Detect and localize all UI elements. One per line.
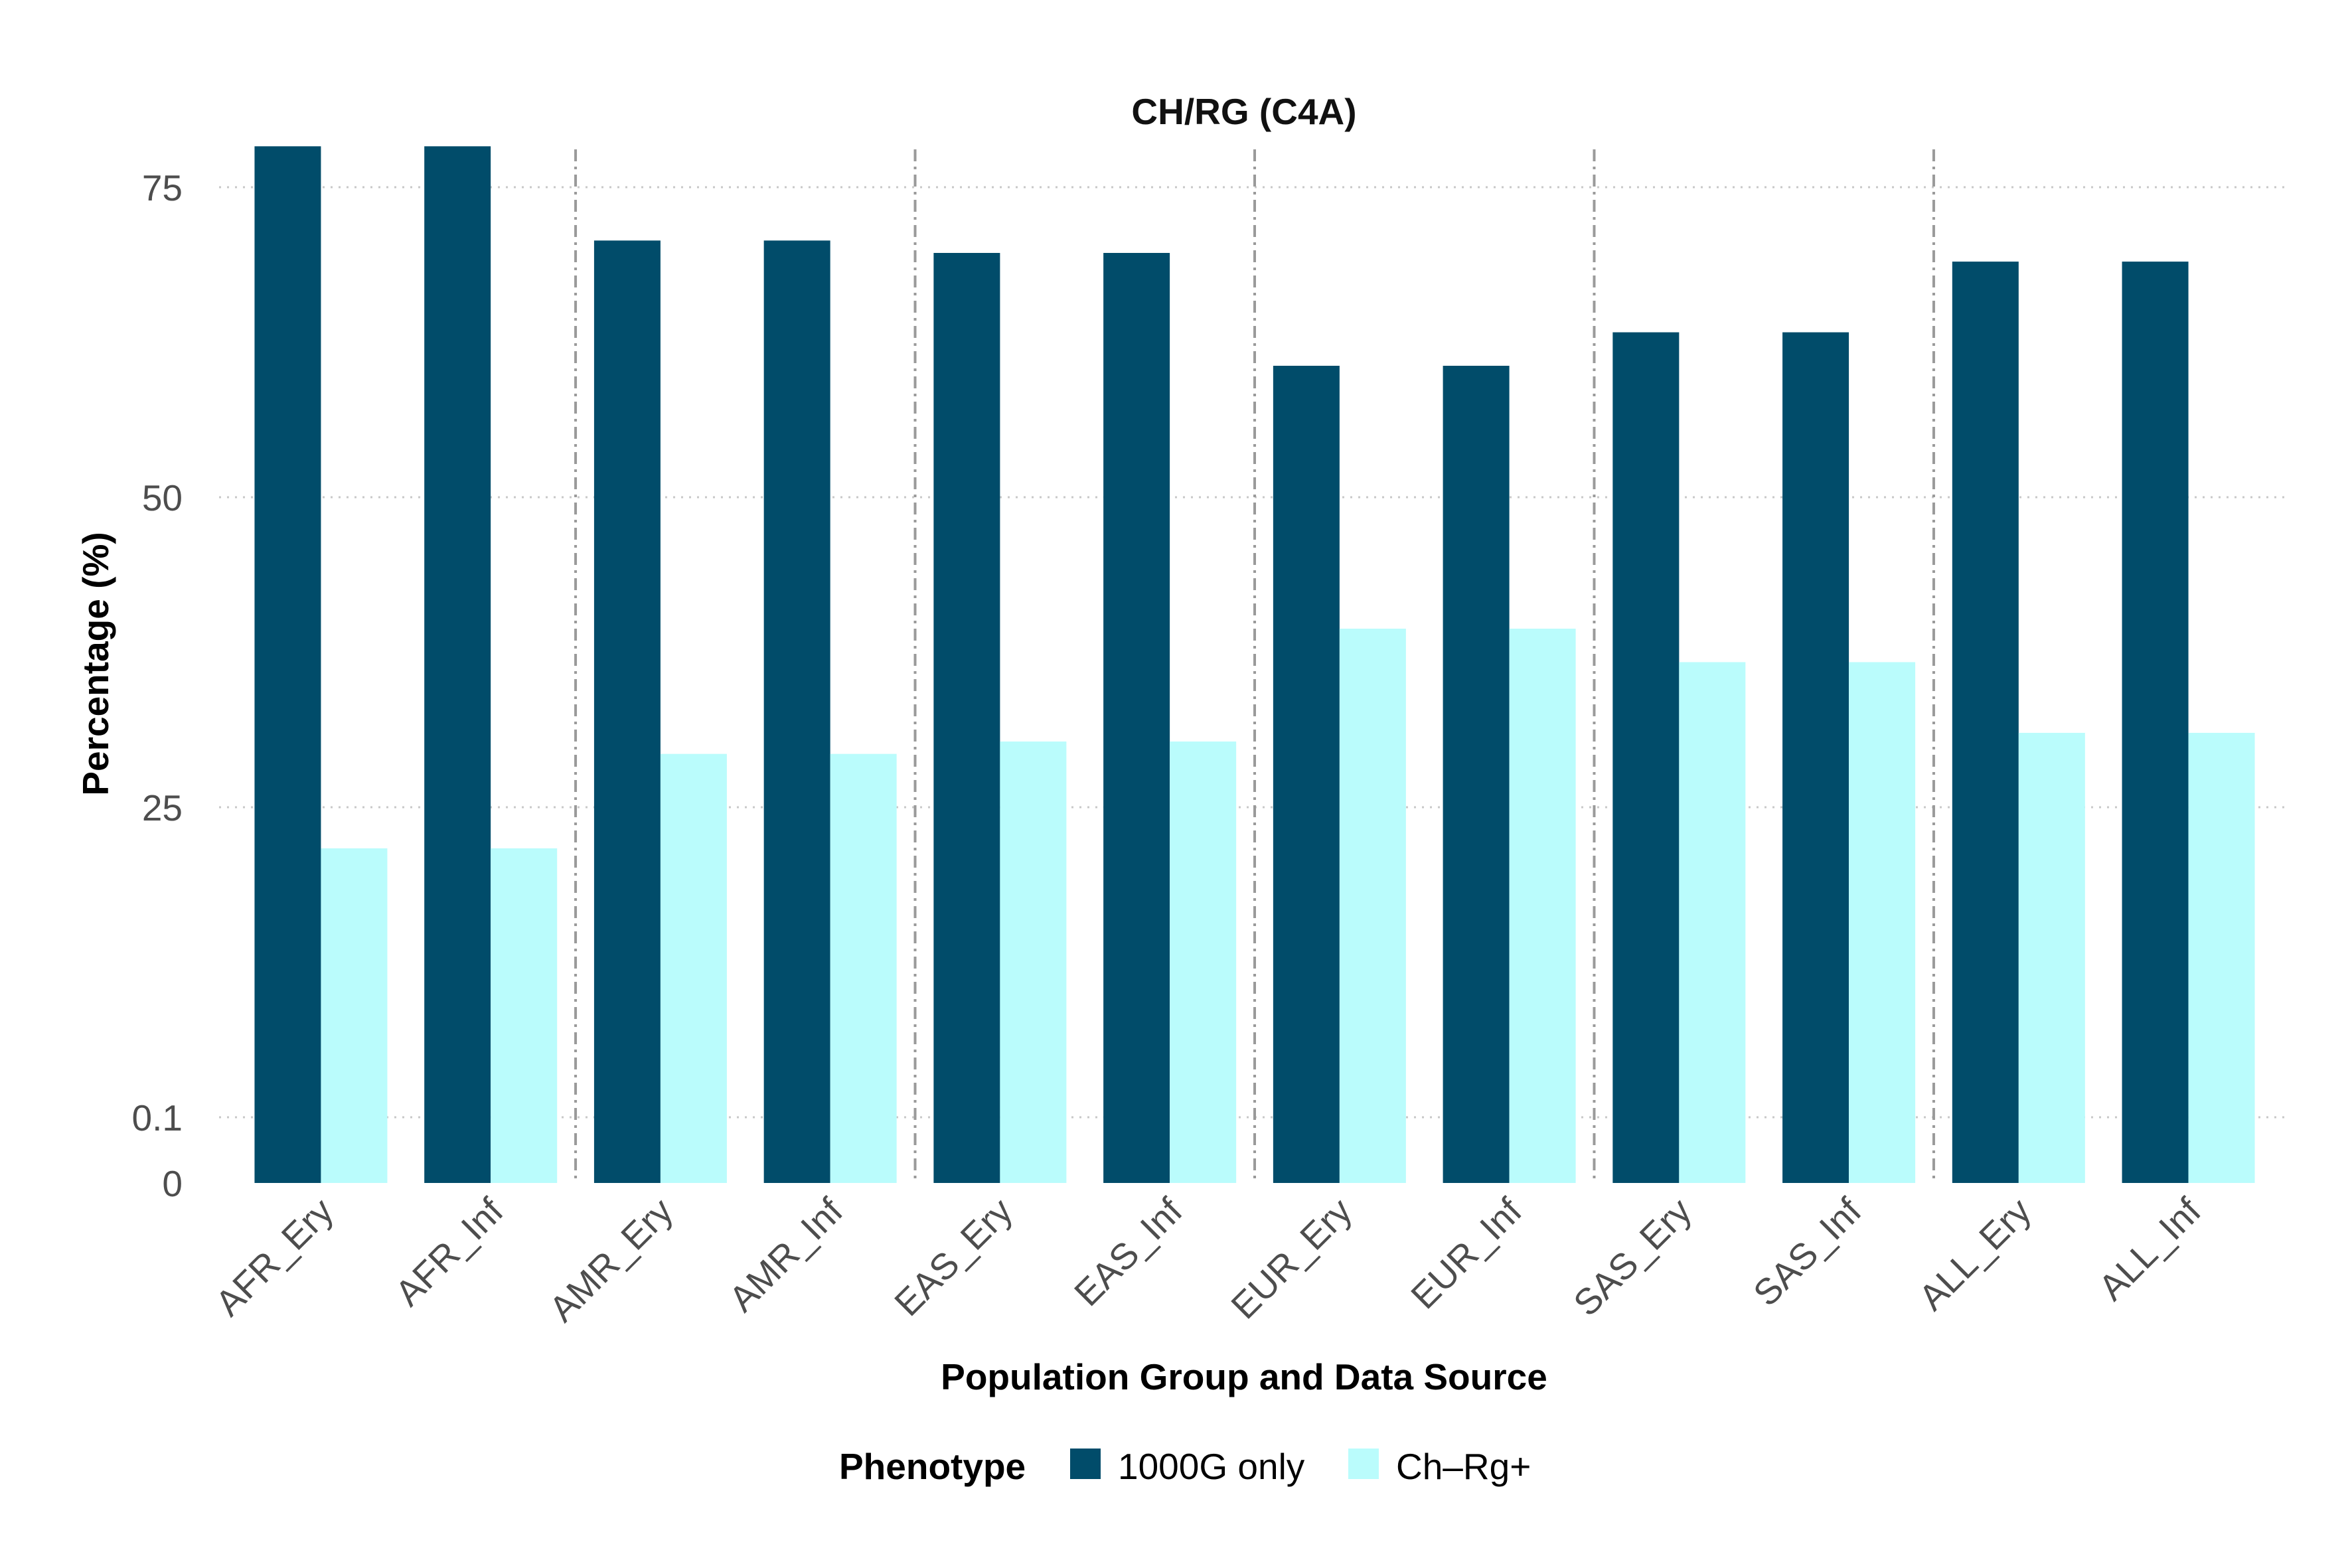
bar-ch-rg-eas-ery [1000, 741, 1067, 1183]
bar-ch-rg-afr-inf [491, 848, 558, 1183]
bar-1000g-only-all-inf [2122, 262, 2189, 1184]
bar-ch-rg-sas-inf [1849, 662, 1916, 1183]
bar-1000g-only-amr-ery [593, 240, 661, 1184]
y-tick-label: 25 [142, 787, 183, 828]
bar-ch-rg-eas-inf [1170, 741, 1237, 1183]
bar-ch-rg-amr-inf [830, 753, 897, 1183]
bar-ch-rg-eur-inf [1509, 629, 1576, 1183]
bar-ch-rg-amr-ery [660, 753, 727, 1183]
bar-1000g-only-all-ery [1952, 262, 2019, 1184]
y-tick-label: 50 [142, 477, 183, 518]
bar-ch-rg-all-ery [2018, 732, 2085, 1183]
bar-1000g-only-eur-inf [1443, 365, 1510, 1184]
y-axis-label: Percentage (%) [75, 532, 116, 795]
bar-ch-rg-afr-ery [321, 848, 388, 1183]
bar-1000g-only-eur-ery [1273, 365, 1340, 1184]
y-tick-label: 0 [162, 1163, 183, 1204]
legend-swatch-ch-rg-plus [1348, 1449, 1379, 1479]
bar-ch-rg-sas-ery [1679, 662, 1746, 1183]
bar-1000g-only-afr-ery [254, 146, 321, 1184]
legend-label-ch-rg-plus: Ch–Rg+ [1396, 1446, 1531, 1487]
bar-ch-rg-eur-ery [1339, 629, 1406, 1183]
bar-1000g-only-sas-ery [1612, 332, 1680, 1183]
bar-1000g-only-eas-ery [933, 253, 1000, 1183]
chart-title: CH/RG (C4A) [1131, 91, 1356, 132]
y-axis-ticks: 0 0.1 25 50 75 [132, 167, 183, 1204]
legend-label-1000g-only: 1000G only [1118, 1446, 1305, 1487]
legend: Phenotype 1000G only Ch–Rg+ [839, 1446, 1531, 1487]
x-axis-label: Population Group and Data Source [941, 1356, 1547, 1397]
legend-title: Phenotype [839, 1446, 1026, 1487]
y-tick-label: 0.1 [132, 1097, 183, 1138]
bar-ch-rg-all-inf [2188, 732, 2255, 1183]
group-separators [574, 149, 1935, 1183]
bar-1000g-only-amr-inf [763, 240, 830, 1184]
legend-swatch-1000g-only [1070, 1449, 1101, 1479]
bar-1000g-only-afr-inf [424, 146, 491, 1184]
bar-1000g-only-eas-inf [1103, 253, 1170, 1183]
bar-1000g-only-sas-inf [1782, 332, 1849, 1183]
bars [254, 146, 2255, 1184]
y-tick-label: 75 [142, 167, 183, 208]
